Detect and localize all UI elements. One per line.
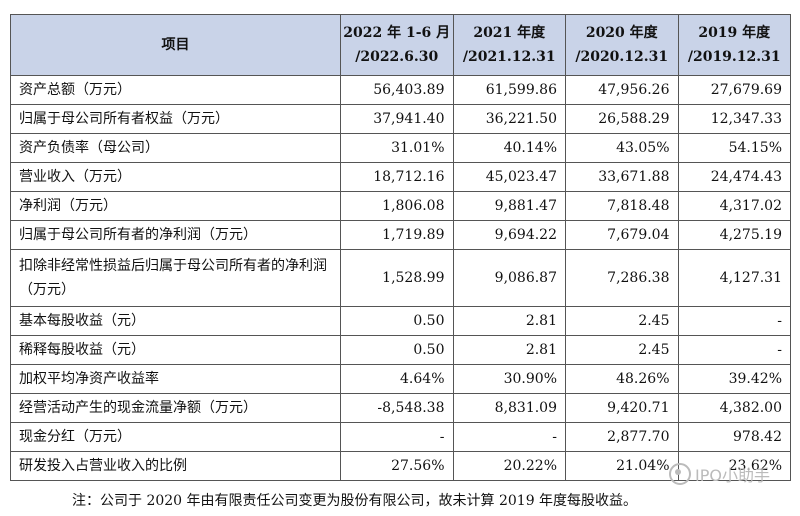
cell-value: -	[677, 306, 791, 336]
cell-value: 2.81	[452, 335, 566, 365]
row-label: 加权平均净资产收益率	[10, 364, 341, 394]
footnote: 注：公司于 2020 年由有限责任公司变更为股份有限公司，故未计算 2019 年…	[72, 493, 638, 509]
cell-value: 7,818.48	[565, 191, 679, 221]
watermark-text: IPO小助手	[695, 466, 770, 485]
cell-value: 27.56%	[340, 451, 454, 481]
header-2019-period: 2019 年度	[698, 25, 771, 41]
cell-value: 23.62%	[677, 451, 791, 481]
cell-value: 30.90%	[452, 364, 566, 394]
cell-value: 4,382.00	[677, 393, 791, 423]
cell-value: 61,599.86	[452, 75, 566, 105]
table-row: 基本每股收益（元） 0.50 2.81 2.45 -	[10, 306, 791, 336]
table-row: 资产总额（万元） 56,403.89 61,599.86 47,956.26 2…	[10, 75, 791, 105]
cell-value: 9,086.87	[452, 249, 566, 307]
cell-value: 7,679.04	[565, 220, 679, 250]
row-label: 资产总额（万元）	[10, 75, 341, 105]
cell-value: 43.05%	[565, 133, 679, 163]
row-label: 归属于母公司所有者权益（万元）	[10, 104, 341, 134]
cell-value: 40.14%	[452, 133, 566, 163]
row-label: 基本每股收益（元）	[10, 306, 341, 336]
watermark-logo-icon	[669, 463, 692, 485]
header-2021-period: 2021 年度	[473, 25, 546, 41]
cell-value: 20.22%	[452, 451, 566, 481]
financial-data-table: 项目 2022 年 1-6 月 /2022.6.30 2021 年度 /2021…	[10, 14, 791, 481]
header-2022h1-period: 2022 年 1-6 月	[343, 25, 451, 41]
cell-value: 27,679.69	[677, 75, 791, 105]
header-2019-date: /2019.12.31	[687, 49, 781, 65]
cell-value: 45,023.47	[452, 162, 566, 192]
cell-value: 36,221.50	[452, 104, 566, 134]
cell-value: 47,956.26	[565, 75, 679, 105]
row-label: 稀释每股收益（元）	[10, 335, 341, 365]
cell-value: 0.50	[340, 306, 454, 336]
table-row: 经营活动产生的现金流量净额（万元） -8,548.38 8,831.09 9,4…	[10, 393, 791, 423]
row-label: 净利润（万元）	[10, 191, 341, 221]
cell-value: 0.50	[340, 335, 454, 365]
cell-value: 1,719.89	[340, 220, 454, 250]
table-row: 净利润（万元） 1,806.08 9,881.47 7,818.48 4,317…	[10, 191, 791, 221]
cell-value: 9,694.22	[452, 220, 566, 250]
header-2022h1: 2022 年 1-6 月 /2022.6.30	[340, 14, 454, 76]
cell-value: 2.45	[565, 306, 679, 336]
cell-value: 56,403.89	[340, 75, 454, 105]
cell-value: 2,877.70	[565, 422, 679, 452]
row-label: 营业收入（万元）	[10, 162, 341, 192]
cell-value: 4,275.19	[677, 220, 791, 250]
header-2022h1-date: /2022.6.30	[355, 49, 439, 65]
table-header-row: 项目 2022 年 1-6 月 /2022.6.30 2021 年度 /2021…	[10, 14, 791, 76]
cell-value: 18,712.16	[340, 162, 454, 192]
cell-value: 1,528.99	[340, 249, 454, 307]
header-2021-date: /2021.12.31	[462, 49, 556, 65]
header-2020-date: /2020.12.31	[575, 49, 669, 65]
cell-value: 33,671.88	[565, 162, 679, 192]
header-2020-period: 2020 年度	[585, 25, 658, 41]
cell-value: 48.26%	[565, 364, 679, 394]
header-item-label: 项目	[161, 37, 190, 53]
table-row: 资产负债率（母公司） 31.01% 40.14% 43.05% 54.15%	[10, 133, 791, 163]
cell-value: 39.42%	[677, 364, 791, 394]
cell-value: 12,347.33	[677, 104, 791, 134]
watermark: IPO小助手	[669, 462, 770, 486]
cell-value: 24,474.43	[677, 162, 791, 192]
table-row: 归属于母公司所有者权益（万元） 37,941.40 36,221.50 26,5…	[10, 104, 791, 134]
cell-value: 31.01%	[340, 133, 454, 163]
cell-value: -	[452, 422, 566, 452]
cell-value: 7,286.38	[565, 249, 679, 307]
row-label: 研发投入占营业收入的比例	[10, 451, 341, 481]
cell-value: 2.45	[565, 335, 679, 365]
header-item: 项目	[10, 14, 341, 76]
cell-value: -8,548.38	[340, 393, 454, 423]
cell-value: -	[340, 422, 454, 452]
cell-value: 4,127.31	[677, 249, 791, 307]
table-row: 营业收入（万元） 18,712.16 45,023.47 33,671.88 2…	[10, 162, 791, 192]
table-row: 扣除非经常性损益后归属于母公司所有者的净利润（万元） 1,528.99 9,08…	[10, 249, 791, 307]
cell-value: 8,831.09	[452, 393, 566, 423]
row-label: 资产负债率（母公司）	[10, 133, 341, 163]
cell-value: 26,588.29	[565, 104, 679, 134]
cell-value: 4,317.02	[677, 191, 791, 221]
row-label: 经营活动产生的现金流量净额（万元）	[10, 393, 341, 423]
header-2021: 2021 年度 /2021.12.31	[452, 14, 566, 76]
table-row: 研发投入占营业收入的比例 27.56% 20.22% 21.04% 23.62%	[10, 451, 791, 481]
cell-value: 37,941.40	[340, 104, 454, 134]
table-row: 归属于母公司所有者的净利润（万元） 1,719.89 9,694.22 7,67…	[10, 220, 791, 250]
cell-value: 4.64%	[340, 364, 454, 394]
header-2019: 2019 年度 /2019.12.31	[677, 14, 791, 76]
table-row: 加权平均净资产收益率 4.64% 30.90% 48.26% 39.42%	[10, 364, 791, 394]
cell-value: 21.04%	[565, 451, 679, 481]
cell-value: 9,420.71	[565, 393, 679, 423]
cell-value: 1,806.08	[340, 191, 454, 221]
cell-value: -	[677, 335, 791, 365]
cell-value: 978.42	[677, 422, 791, 452]
cell-value: 2.81	[452, 306, 566, 336]
row-label: 扣除非经常性损益后归属于母公司所有者的净利润（万元）	[10, 249, 341, 307]
cell-value: 9,881.47	[452, 191, 566, 221]
table-row: 现金分红（万元） - - 2,877.70 978.42	[10, 422, 791, 452]
row-label: 现金分红（万元）	[10, 422, 341, 452]
header-2020: 2020 年度 /2020.12.31	[565, 14, 679, 76]
row-label: 归属于母公司所有者的净利润（万元）	[10, 220, 341, 250]
table-row: 稀释每股收益（元） 0.50 2.81 2.45 -	[10, 335, 791, 365]
cell-value: 54.15%	[677, 133, 791, 163]
